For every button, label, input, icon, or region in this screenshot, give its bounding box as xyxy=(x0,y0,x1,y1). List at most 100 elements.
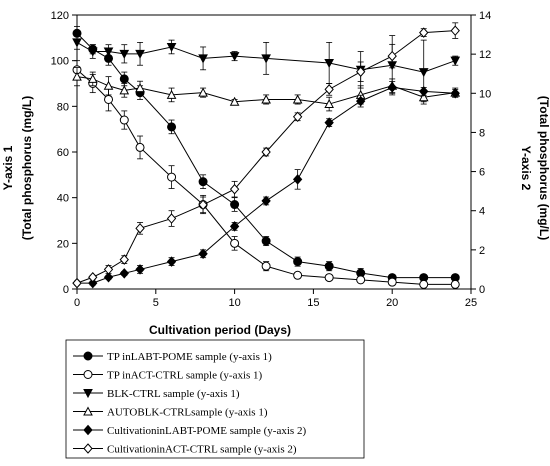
data-point xyxy=(450,56,461,66)
data-point xyxy=(230,238,240,248)
data-point xyxy=(167,122,177,132)
y1-axis-title-line2: (Total phosphorus (mg/L) xyxy=(20,96,34,240)
data-point xyxy=(419,86,429,97)
data-point xyxy=(324,273,334,283)
x-tick-label: 20 xyxy=(386,297,398,309)
data-point xyxy=(450,88,460,99)
data-point xyxy=(103,47,114,57)
data-point xyxy=(198,54,208,64)
data-point xyxy=(229,52,240,62)
legend-marker xyxy=(83,389,93,399)
data-point xyxy=(261,236,271,246)
y1-tick-label: 80 xyxy=(57,101,69,113)
legend-label: TP inACT-CTRL sample (y-axis 1) xyxy=(107,370,263,382)
legend-box xyxy=(65,339,365,459)
data-point xyxy=(261,94,271,104)
data-point xyxy=(103,80,114,90)
data-point xyxy=(87,73,98,83)
data-point xyxy=(135,264,145,275)
x-tick-label: 10 xyxy=(228,297,240,309)
series-line xyxy=(76,41,456,73)
legend-label: CultivationinLABT-POME sample (y-axis 2) xyxy=(107,425,306,437)
y2-tick-label: 6 xyxy=(479,167,485,179)
data-point xyxy=(135,49,145,59)
data-point xyxy=(293,270,303,280)
data-point xyxy=(229,96,240,106)
data-point xyxy=(135,142,145,152)
legend-marker xyxy=(83,424,93,436)
data-point xyxy=(103,272,114,283)
data-point xyxy=(88,277,98,289)
data-point xyxy=(119,49,130,59)
y2-tick-label: 2 xyxy=(479,245,485,257)
series-6 xyxy=(72,22,460,289)
x-tick-label: 25 xyxy=(465,297,477,309)
data-point xyxy=(292,111,303,123)
data-point xyxy=(72,71,82,81)
data-point xyxy=(103,264,114,275)
y1-tick-label: 120 xyxy=(51,10,69,22)
y2-axis-title-line2: (Total phosphorus (mg/L) xyxy=(537,96,550,240)
data-point xyxy=(387,82,397,93)
legend-label: TP inLABT-POME sample (y-axis 1) xyxy=(107,351,272,363)
y2-tick-label: 10 xyxy=(479,88,491,100)
y2-tick-label: 14 xyxy=(479,10,491,22)
data-point xyxy=(230,200,240,210)
data-point xyxy=(198,177,208,187)
y1-axis-title-line1: Y-axis 1 xyxy=(1,145,15,190)
data-point xyxy=(198,248,208,260)
data-point xyxy=(261,261,271,271)
legend-item-2: TP inACT-CTRL sample (y-axis 1) xyxy=(73,370,263,382)
data-point xyxy=(119,115,129,125)
data-point xyxy=(229,221,240,232)
data-point xyxy=(119,254,129,265)
data-point xyxy=(261,146,271,158)
data-point xyxy=(261,54,271,64)
legend-marker xyxy=(83,370,93,379)
legend-item-4: AUTOBLK-CTRLsample (y-axis 1) xyxy=(73,406,268,419)
data-point xyxy=(166,89,177,99)
series-line xyxy=(77,86,456,284)
y2-axis-title-line1: Y-axis 2 xyxy=(519,146,533,191)
data-point xyxy=(135,223,145,234)
y1-tick-label: 20 xyxy=(57,238,69,250)
y2-tick-label: 0 xyxy=(479,284,485,296)
data-point xyxy=(229,183,240,195)
data-point xyxy=(198,87,208,97)
series-layer xyxy=(72,22,461,289)
data-point xyxy=(135,83,145,93)
data-point xyxy=(72,38,82,48)
x-axis-title: Cultivation period (Days) xyxy=(149,323,291,337)
y2-tick-label: 8 xyxy=(479,127,485,139)
legend-item-5: CultivationinLABT-POME sample (y-axis 2) xyxy=(73,424,306,437)
data-point xyxy=(167,172,177,182)
y1-tick-label: 40 xyxy=(57,193,69,205)
data-point xyxy=(119,74,129,84)
legend-label: BLK-CTRL sample (y-axis 1) xyxy=(107,388,240,400)
data-point xyxy=(356,95,366,107)
data-point xyxy=(119,268,129,279)
legend-item-1: TP inLABT-POME sample (y-axis 1) xyxy=(73,351,272,363)
data-point xyxy=(450,25,460,36)
plot-frame xyxy=(76,14,472,290)
data-point xyxy=(166,213,177,224)
data-point xyxy=(88,272,98,283)
series-3 xyxy=(72,35,461,105)
data-point xyxy=(198,199,208,211)
data-point xyxy=(418,68,429,78)
data-point xyxy=(261,195,271,207)
data-point xyxy=(119,85,130,95)
y1-tick-label: 100 xyxy=(51,56,69,68)
data-point xyxy=(292,94,303,104)
series-2 xyxy=(72,60,460,289)
data-point xyxy=(72,277,82,289)
series-5 xyxy=(72,81,460,289)
data-point xyxy=(356,275,366,285)
data-point xyxy=(292,174,303,185)
data-point xyxy=(324,84,334,95)
y2-tick-label: 12 xyxy=(479,49,491,61)
data-point xyxy=(166,256,177,267)
y1-tick-label: 60 xyxy=(57,147,69,159)
